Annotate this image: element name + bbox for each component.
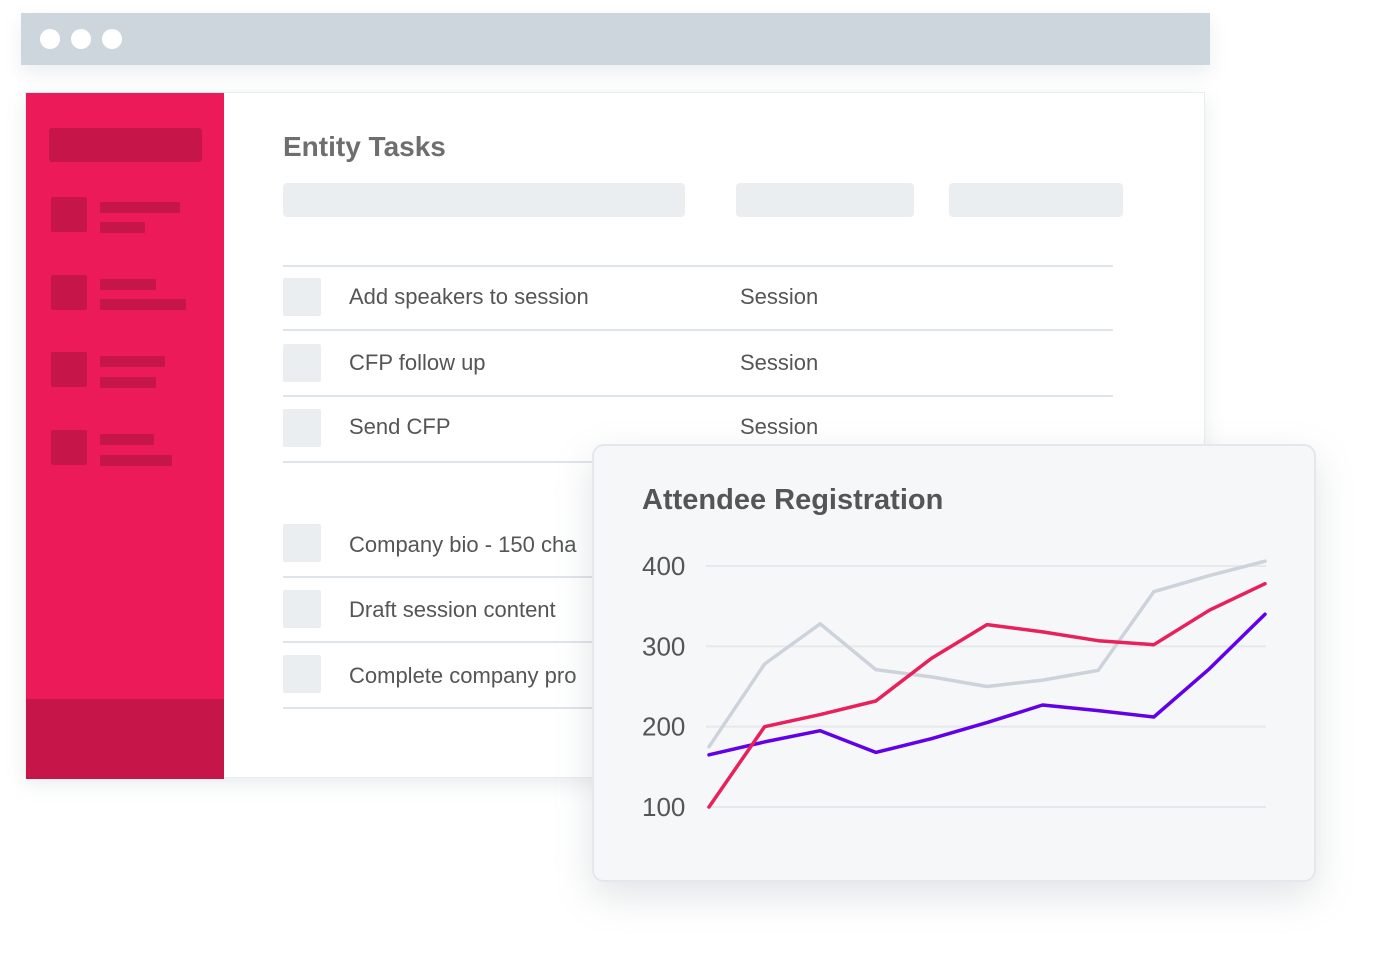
- sidebar-item-line: [100, 377, 156, 388]
- sidebar-item-line: [100, 202, 180, 213]
- window-dot-1[interactable]: [40, 29, 60, 49]
- task-entity: Session: [740, 414, 819, 439]
- task-name: Complete company pro: [349, 663, 577, 688]
- attendee-registration-card: Attendee Registration 100 200 300 400: [592, 444, 1316, 882]
- task-name: Send CFP: [349, 414, 451, 439]
- task-entity: Session: [740, 284, 819, 309]
- task-checkbox[interactable]: [283, 655, 321, 693]
- series-line-2[interactable]: [707, 612, 1267, 757]
- row-divider: [283, 329, 1113, 331]
- sidebar-item-line: [100, 356, 165, 367]
- task-name: CFP follow up: [349, 350, 486, 375]
- y-tick-label: 100: [642, 792, 685, 822]
- entity-filter-placeholder[interactable]: [736, 183, 914, 217]
- task-checkbox[interactable]: [283, 590, 321, 628]
- sidebar-item-icon: [51, 197, 87, 232]
- sidebar-item-line: [100, 434, 154, 445]
- sidebar-item-icon: [51, 430, 87, 465]
- task-name: Add speakers to session: [349, 284, 589, 309]
- sidebar-footer: [26, 699, 224, 779]
- series-line-3[interactable]: [707, 559, 1267, 749]
- task-checkbox[interactable]: [283, 344, 321, 382]
- sidebar: [26, 93, 224, 779]
- registration-line-chart: 100 200 300 400: [642, 551, 1267, 822]
- sidebar-item-line: [100, 222, 145, 233]
- browser-title-bar: [21, 13, 1210, 65]
- sidebar-item-line: [100, 299, 186, 310]
- task-entity: Session: [740, 350, 819, 375]
- task-name: Draft session content: [349, 597, 556, 622]
- status-filter-placeholder[interactable]: [949, 183, 1123, 217]
- window-dot-3[interactable]: [102, 29, 122, 49]
- sidebar-logo-placeholder[interactable]: [49, 128, 202, 162]
- y-tick-label: 400: [642, 551, 685, 581]
- task-checkbox[interactable]: [283, 409, 321, 447]
- y-tick-label: 300: [642, 631, 685, 661]
- task-name: Company bio - 150 cha: [349, 532, 577, 557]
- row-divider: [283, 265, 1113, 267]
- y-tick-label: 200: [642, 712, 685, 742]
- sidebar-item-line: [100, 455, 172, 466]
- window-dot-2[interactable]: [71, 29, 91, 49]
- sidebar-item-icon: [51, 352, 87, 387]
- series-line-1[interactable]: [707, 581, 1267, 809]
- row-divider: [283, 395, 1113, 397]
- search-filter-placeholder[interactable]: [283, 183, 685, 217]
- task-checkbox[interactable]: [283, 524, 321, 562]
- chart-title: Attendee Registration: [642, 484, 944, 516]
- page-title: Entity Tasks: [283, 131, 446, 162]
- sidebar-item-line: [100, 279, 156, 290]
- task-checkbox[interactable]: [283, 278, 321, 316]
- sidebar-item-icon: [51, 275, 87, 310]
